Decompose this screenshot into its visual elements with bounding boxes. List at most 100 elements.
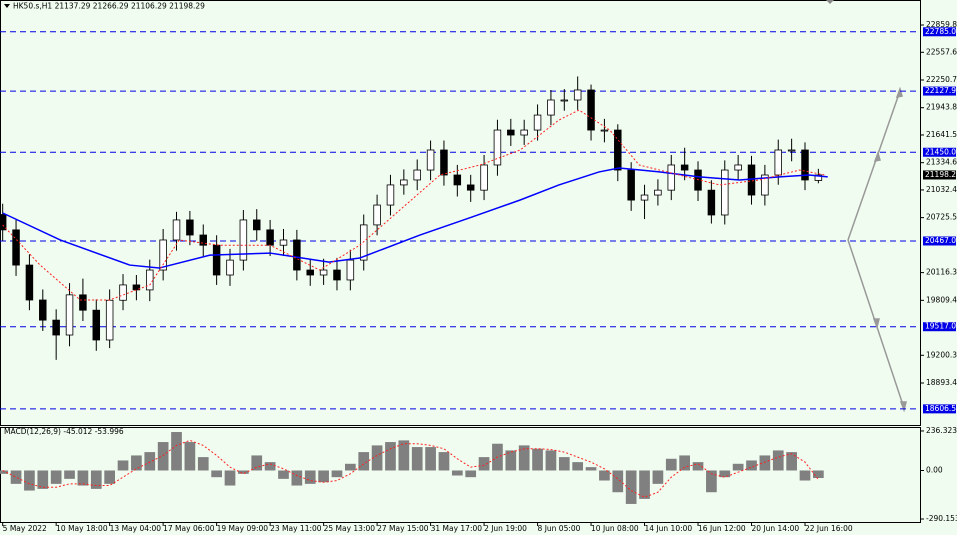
macd-bar [451,470,463,476]
level-label-box [923,404,956,414]
candle-body [787,149,796,152]
macd-bar [144,452,156,471]
level-label: 22785.00 [925,27,957,36]
candle-body [493,129,502,166]
arrow-head [895,86,903,99]
macd-bar [465,470,477,478]
macd-header: MACD(12,26,9) -45.012 -53.996 [4,427,124,436]
candle-body [239,219,248,261]
macd-bar [278,470,289,479]
x-tick-label: 10 May 18:00 [56,524,108,533]
candle-body [39,299,47,321]
moving-average [2,167,828,269]
candle-body [279,239,288,246]
candle-body [293,239,301,271]
shift-marker [826,0,834,4]
candle-body [253,219,261,231]
candle-body [266,229,274,246]
macd-bar [652,470,664,484]
macd-bar [438,452,450,471]
y-tick-label: 19809.45 [926,295,957,304]
y-tick-label: 21943.80 [926,103,957,112]
macd-bar [304,470,316,484]
macd-bar [398,440,410,471]
y-tick-label: 20116.35 [926,268,957,277]
candle-body [560,99,569,102]
candle-body [547,99,555,116]
macd-bar [197,457,209,471]
x-tick-label: 31 May 17:00 [431,524,483,533]
macd-bar [746,460,757,471]
macd-bar [131,455,142,471]
macd-bar [759,455,771,471]
candle-body [734,164,742,171]
candle-body [507,129,515,136]
macd-bar [184,442,196,471]
macd-bar [732,463,744,471]
macd-bar [505,450,517,471]
level-label-box [923,236,956,246]
candle-body [92,309,101,341]
arrow-head [873,150,881,163]
y-tick-label: 22859.85 [926,20,957,29]
macd-bar [0,470,9,474]
candle-body [159,239,167,271]
macd-bar [157,442,169,471]
macd-bar [425,447,436,471]
x-tick-label: 2 Jun 19:00 [484,524,527,533]
macd-bar [545,450,557,471]
macd-bar [77,470,89,486]
macd-bar [37,470,49,489]
x-tick-label: 14 Jun 10:00 [645,524,693,533]
macd-bar [411,447,423,471]
candle-body [600,129,609,132]
macd-value: -45.012 [63,427,92,436]
candle-body [373,204,381,226]
candle-body [0,214,7,231]
candle-body [119,284,127,301]
last-high: 21266.29 [93,2,129,11]
symbol: HK50.s,H1 [13,2,52,11]
candle-body [614,129,622,171]
candle-body [533,114,542,131]
level-label: 19517.00 [925,322,957,331]
macd-bar [331,470,343,478]
macd-frame [0,427,921,523]
macd-bar [572,462,584,471]
x-tick-label: 19 May 09:00 [217,524,269,533]
candle-body [774,149,782,176]
candle-body [654,189,662,196]
y-tick-label: 21032.40 [926,185,957,194]
x-tick-label: 10 Jun 08:00 [591,524,639,533]
macd-bar [813,470,824,479]
y-tick-label: 18893.40 [926,378,957,387]
macd-bar [665,458,677,471]
candle-body [319,269,328,276]
macd-bar [706,470,717,493]
level-label: 20467.00 [925,236,957,245]
candle-body [520,129,528,136]
candle-body [386,184,395,206]
candle-body [667,164,676,191]
macd-bar [371,445,383,471]
candle-body [747,164,756,196]
moving-average [2,109,826,301]
x-tick-label: 22 Jun 16:00 [805,524,853,533]
x-tick-label: 16 Jun 12:00 [698,524,746,533]
y-tick-label: 21334.65 [926,158,957,167]
macd-bar [251,455,263,471]
last-open: 21137.29 [55,2,91,11]
macd-bar [50,470,62,484]
arrow-up [847,90,901,241]
macd-bar [117,460,129,471]
candle-body [186,219,194,236]
candle-body [721,169,729,216]
macd-bar [291,470,303,486]
level-label-box [923,147,956,157]
candle-body [105,299,114,341]
level-label: 21450.00 [925,147,957,156]
macd-bar [478,457,490,471]
candle-body [573,89,582,101]
candle-body [453,174,462,186]
macd-bar [345,463,356,471]
